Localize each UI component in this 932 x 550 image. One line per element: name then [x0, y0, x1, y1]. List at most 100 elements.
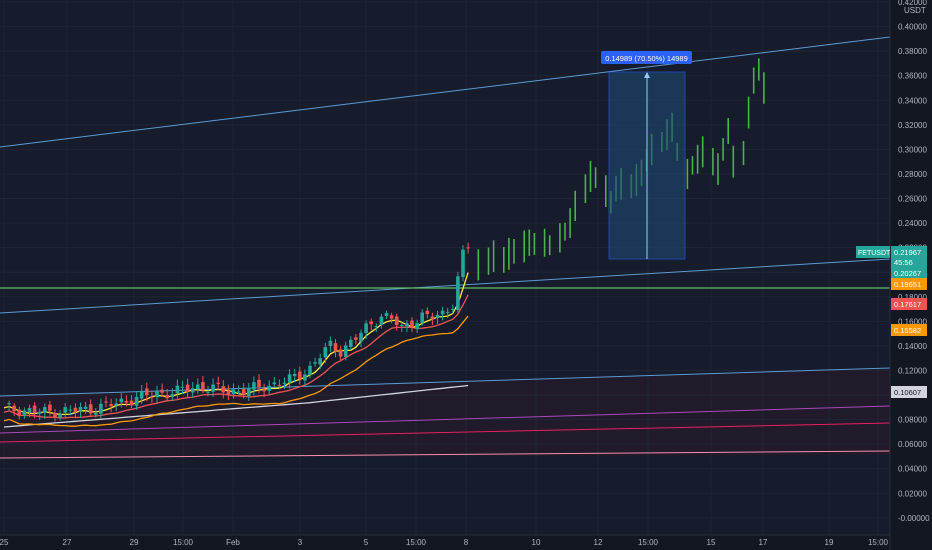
symbol-badge-text: FETUSDT: [858, 250, 891, 257]
candle-body: [374, 326, 379, 328]
candle-body: [226, 390, 231, 395]
candle-body: [12, 405, 16, 412]
candle-body: [410, 320, 414, 328]
time-tick: 25: [0, 538, 9, 547]
candle-body: [190, 388, 195, 393]
candle-body: [333, 343, 338, 352]
candle-body: [139, 390, 144, 399]
measure-label: 0.14989 (70.50%) 14989: [605, 54, 688, 63]
candle-body: [349, 339, 353, 347]
price-tick: 0.04000: [898, 465, 927, 474]
candle-body: [461, 249, 465, 278]
time-tick: 15: [707, 538, 716, 547]
price-badge-bg: [891, 324, 927, 336]
price-tick: 0.30000: [898, 145, 927, 154]
candle-body: [272, 382, 277, 385]
candle-body: [267, 385, 271, 391]
price-badge-text: 0.21967: [894, 248, 921, 257]
candle-body: [206, 391, 210, 393]
candle-body: [287, 374, 292, 383]
candle-body: [384, 313, 389, 316]
candle-body: [298, 371, 302, 380]
price-tick: 0.26000: [898, 195, 927, 204]
ma-mid-line: [3, 294, 469, 419]
candle-body: [359, 332, 363, 342]
ma-slow-line: [3, 315, 469, 427]
time-tick: Feb: [226, 538, 240, 547]
candle-body: [466, 247, 470, 249]
candle-body: [292, 373, 297, 377]
bottom-trend-line: [0, 450, 891, 459]
time-tick: 10: [532, 538, 541, 547]
candle-body: [119, 398, 124, 403]
price-tick: 0.14000: [898, 342, 927, 351]
price-tick: 0.28000: [898, 170, 927, 179]
time-tick: 3: [298, 538, 303, 547]
candle-body: [114, 403, 118, 406]
candle-body: [456, 276, 460, 311]
candle-body: [170, 394, 175, 398]
time-tick: 19: [825, 538, 834, 547]
price-tick: 0.40000: [898, 23, 927, 32]
candle-body: [262, 389, 266, 392]
candle-body: [196, 384, 200, 390]
price-tick: 0.34000: [898, 96, 927, 105]
candle-body: [303, 374, 307, 381]
candle-body: [48, 404, 52, 411]
candle-body: [150, 396, 154, 398]
price-badge-bg: [891, 267, 927, 279]
candle-body: [63, 407, 67, 413]
candle-body: [420, 312, 424, 323]
price-badge-text: 0.19651: [894, 280, 921, 289]
price-badge-text: 0.15582: [894, 326, 921, 335]
candle-body: [43, 407, 47, 414]
price-tick: 0.18000: [898, 293, 927, 302]
candle-body: [369, 321, 373, 325]
price-badge-bg: [891, 246, 927, 258]
symbol-badge-bg: [856, 246, 890, 258]
candle-body: [415, 323, 419, 330]
candle-body: [318, 358, 322, 365]
candle-body: [394, 316, 399, 326]
candle-body: [425, 310, 430, 315]
candle-body: [58, 414, 62, 418]
candle-body: [445, 311, 450, 313]
candle-body: [53, 412, 57, 418]
candle-body: [451, 308, 455, 310]
candle-body: [134, 396, 139, 406]
candle-body: [104, 401, 108, 403]
candle-body: [440, 310, 445, 315]
time-tick: 8: [464, 538, 469, 547]
measure-label-bg: [601, 51, 692, 64]
candle-body: [338, 349, 343, 357]
candle-body: [145, 388, 149, 396]
ma-long-line: [3, 384, 469, 428]
time-tick: 15:00: [868, 538, 889, 547]
candle-body: [216, 382, 220, 384]
candle-body: [7, 403, 11, 405]
candle-body: [32, 405, 37, 413]
price-tick: 0.08000: [898, 416, 927, 425]
price-badge-text: 0.20267: [894, 269, 921, 278]
time-tick: 15:00: [638, 538, 659, 547]
candle-body: [354, 337, 358, 340]
candle-body: [185, 384, 190, 392]
candle-body: [22, 410, 27, 416]
candle-body: [430, 316, 435, 320]
candle-body: [124, 400, 129, 403]
candle-body: [236, 391, 241, 393]
price-tick: 0.06000: [898, 440, 927, 449]
candle-body: [129, 400, 134, 406]
upper-channel-line: [0, 36, 891, 148]
candle-body: [282, 382, 287, 384]
candle-body: [94, 413, 98, 415]
price-badge-text: 45:56: [894, 258, 913, 267]
price-tick: -0.00000: [898, 514, 930, 523]
price-badge-bg: [891, 278, 927, 290]
price-tick: 0.12000: [898, 366, 927, 375]
time-tick: 17: [759, 538, 768, 547]
candle-body: [247, 388, 251, 396]
candle-body: [343, 345, 348, 357]
middle-channel-line: [0, 258, 891, 314]
